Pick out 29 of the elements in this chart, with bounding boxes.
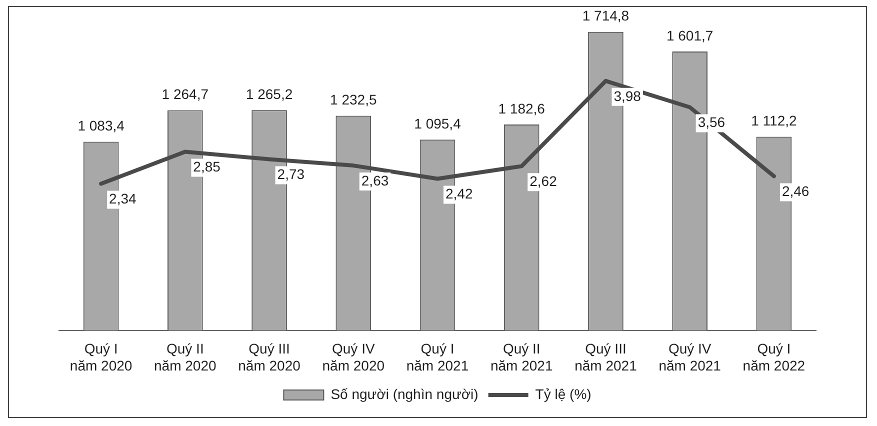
data-label: 2,62: [530, 173, 558, 190]
data-label: 1 182,6: [498, 100, 546, 116]
legend-label: Tỷ lệ (%): [535, 386, 592, 402]
data-label: 3,98: [614, 88, 642, 104]
data-label: 1 095,4: [414, 116, 462, 132]
data-label: 2,63: [361, 172, 389, 188]
data-label: 2,46: [782, 183, 810, 200]
x-tick-label: Quý III năm 2021: [574, 340, 638, 374]
data-label: 1 112,2: [751, 112, 797, 129]
x-tick-label: Quý II năm 2020: [154, 340, 217, 374]
x-tick-label: Quý IV năm 2021: [658, 340, 722, 374]
x-tick-label: Quý I năm 2021: [406, 340, 469, 374]
data-label: 1 083,4: [78, 118, 125, 134]
data-label: 1 264,7: [162, 86, 209, 102]
data-label: 3,56: [698, 114, 726, 130]
data-label: 2,85: [193, 158, 221, 175]
data-label: 1 714,8: [582, 8, 630, 24]
data-label: 2,34: [109, 190, 137, 207]
x-tick-label: Quý I năm 2022: [742, 340, 806, 374]
data-label: 1 232,5: [330, 92, 377, 108]
data-label: 1 265,2: [246, 86, 293, 102]
data-label: 2,42: [446, 186, 473, 202]
data-label: 1 601,7: [666, 27, 714, 44]
x-tick-label: Quý IV năm 2020: [322, 340, 385, 374]
x-tick-label: Quý I năm 2020: [70, 340, 132, 374]
x-tick-label: Quý II năm 2021: [490, 340, 553, 374]
data-label: 2,73: [277, 166, 305, 182]
legend-label: Số người (nghìn người): [330, 386, 478, 402]
x-tick-label: Quý III năm 2020: [238, 340, 301, 374]
